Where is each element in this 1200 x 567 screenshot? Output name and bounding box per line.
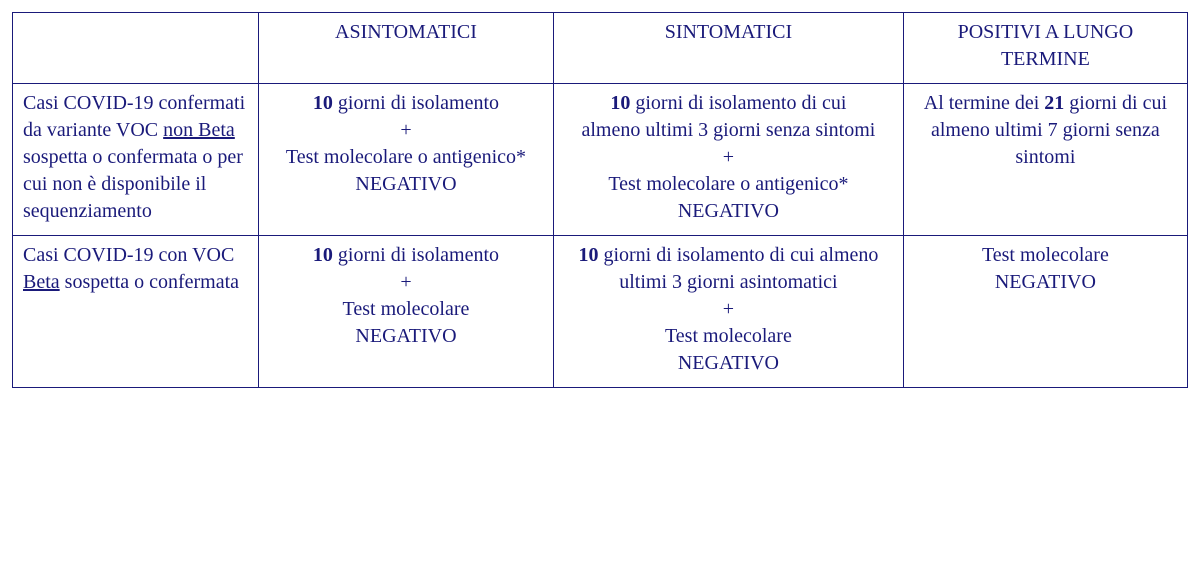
cell-line: NEGATIVO — [564, 350, 893, 377]
cell-line: + — [269, 269, 543, 296]
table-row: Casi COVID-19 confermati da variante VOC… — [13, 84, 1188, 236]
cell-line: Test molecolare — [269, 296, 543, 323]
cell-line: + — [564, 296, 893, 323]
header-sintomatici: SINTOMATICI — [554, 13, 904, 84]
cell-positivi: Test molecolare NEGATIVO — [903, 236, 1187, 388]
header-empty — [13, 13, 259, 84]
cell-text: giorni di isolamento — [333, 92, 499, 114]
cell-line: Test molecolare — [914, 242, 1177, 269]
label-underline-non-beta: non Beta — [163, 119, 235, 141]
cell-line: NEGATIVO — [269, 323, 543, 350]
label-text: Casi COVID-19 con VOC — [23, 244, 234, 266]
label-underline-beta: Beta — [23, 271, 60, 293]
cell-line: Test molecolare o antigenico* — [564, 171, 893, 198]
table-row: Casi COVID-19 con VOC Beta sospetta o co… — [13, 236, 1188, 388]
cell-positivi: Al termine dei 21 giorni di cui almeno u… — [903, 84, 1187, 236]
bold-days: 21 — [1044, 92, 1064, 114]
cell-line: 10 giorni di isolamento — [269, 90, 543, 117]
covid-isolation-table: ASINTOMATICI SINTOMATICI POSITIVI A LUNG… — [12, 12, 1188, 388]
label-text: sospetta o confermata — [60, 271, 239, 293]
label-text: sospetta o confermata o per cui non è di… — [23, 146, 243, 222]
table-header-row: ASINTOMATICI SINTOMATICI POSITIVI A LUNG… — [13, 13, 1188, 84]
cell-line: almeno ultimi 7 giorni senza sintomi — [914, 117, 1177, 171]
row-label-non-beta: Casi COVID-19 confermati da variante VOC… — [13, 84, 259, 236]
cell-line: 10 giorni di isolamento di cui almeno ul… — [564, 242, 893, 296]
cell-text: giorni di cui — [1064, 92, 1167, 114]
cell-text: giorni di isolamento di cui almeno ultim… — [598, 244, 878, 293]
cell-text: giorni di isolamento di cui — [630, 92, 846, 114]
cell-text: Al termine dei — [924, 92, 1045, 114]
cell-line: 10 giorni di isolamento di cui — [564, 90, 893, 117]
cell-line: + — [269, 117, 543, 144]
cell-asintomatici: 10 giorni di isolamento + Test molecolar… — [258, 84, 553, 236]
cell-line: + — [564, 144, 893, 171]
cell-line: almeno ultimi 3 giorni senza sintomi — [564, 117, 893, 144]
cell-sintomatici: 10 giorni di isolamento di cui almeno ul… — [554, 236, 904, 388]
bold-days: 10 — [313, 92, 333, 114]
cell-line: Test molecolare — [564, 323, 893, 350]
bold-days: 10 — [313, 244, 333, 266]
cell-text: giorni di isolamento — [333, 244, 499, 266]
cell-line: NEGATIVO — [914, 269, 1177, 296]
cell-line: NEGATIVO — [269, 171, 543, 198]
cell-line: NEGATIVO — [564, 198, 893, 225]
cell-line: Test molecolare o antigenico* — [269, 144, 543, 171]
cell-sintomatici: 10 giorni di isolamento di cui almeno ul… — [554, 84, 904, 236]
cell-asintomatici: 10 giorni di isolamento + Test molecolar… — [258, 236, 553, 388]
bold-days: 10 — [578, 244, 598, 266]
cell-line: Al termine dei 21 giorni di cui — [914, 90, 1177, 117]
header-positivi-lungo-termine: POSITIVI A LUNGO TERMINE — [903, 13, 1187, 84]
bold-days: 10 — [610, 92, 630, 114]
header-asintomatici: ASINTOMATICI — [258, 13, 553, 84]
row-label-beta: Casi COVID-19 con VOC Beta sospetta o co… — [13, 236, 259, 388]
cell-line: 10 giorni di isolamento — [269, 242, 543, 269]
